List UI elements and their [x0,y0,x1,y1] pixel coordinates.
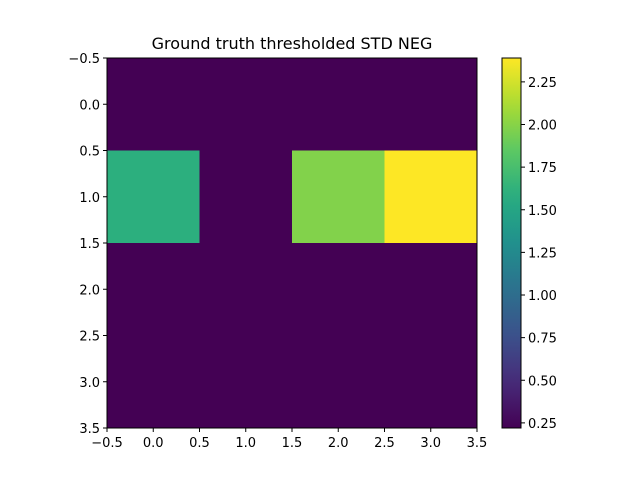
y-tick-label: 2.0 [79,283,100,298]
x-tick-label: −0.5 [91,436,123,451]
y-tick-label: 3.0 [79,376,100,391]
heatmap-cell [384,243,477,336]
x-tick-label: 3.0 [420,436,441,451]
heatmap-cell [384,58,477,151]
heatmap-cell [107,150,200,243]
colorbar-tick-label: 1.50 [528,204,557,219]
heatmap-cell [107,58,200,151]
heatmap-cell [384,150,477,243]
colorbar-tick-label: 2.00 [528,118,557,133]
heatmap-cell [292,150,385,243]
x-tick-label: 3.5 [467,436,488,451]
colorbar-tick-label: 0.50 [528,374,557,389]
heatmap-cell [384,335,477,428]
x-tick-label: 2.0 [328,436,349,451]
heatmap-cell [199,335,292,428]
colorbar-tick-label: 1.00 [528,289,557,304]
colorbar-tick-label: 0.25 [528,417,557,432]
y-tick-label: 1.5 [79,237,100,252]
y-tick-label: 0.0 [79,98,100,113]
colorbar-tick-label: 2.25 [528,76,557,91]
x-axis: −0.5 0.0 0.5 1.0 1.5 2.0 2.5 3.0 3.5 [91,428,487,451]
y-tick-label: −0.5 [68,52,100,67]
heatmap-cell [199,243,292,336]
colorbar [501,57,522,429]
heatmap-cells [107,58,477,428]
y-tick-label: 3.5 [79,422,100,437]
y-axis: −0.5 0.0 0.5 1.0 1.5 2.0 2.5 3.0 3.5 [68,52,107,437]
colorbar-tick-label: 1.75 [528,161,557,176]
heatmap-cell [199,150,292,243]
x-tick-label: 1.5 [282,436,303,451]
heatmap-cell [292,243,385,336]
chart-title: Ground truth thresholded STD NEG [152,34,433,53]
x-tick-label: 0.0 [143,436,164,451]
heatmap-cell [292,335,385,428]
colorbar-tick-label: 1.25 [528,246,557,261]
heatmap-cell [107,243,200,336]
x-tick-label: 2.5 [374,436,395,451]
x-tick-label: 1.0 [235,436,256,451]
heatmap-cell [292,58,385,151]
y-tick-label: 2.5 [79,330,100,345]
y-tick-label: 1.0 [79,191,100,206]
x-tick-label: 0.5 [189,436,210,451]
colorbar-tick-label: 0.75 [528,332,557,347]
heatmap-cell [107,335,200,428]
colorbar-ticks: 0.25 0.50 0.75 1.00 1.25 1.50 1.75 2.00 2.25 [521,76,557,432]
heatmap-cell [199,58,292,151]
y-tick-label: 0.5 [79,145,100,160]
